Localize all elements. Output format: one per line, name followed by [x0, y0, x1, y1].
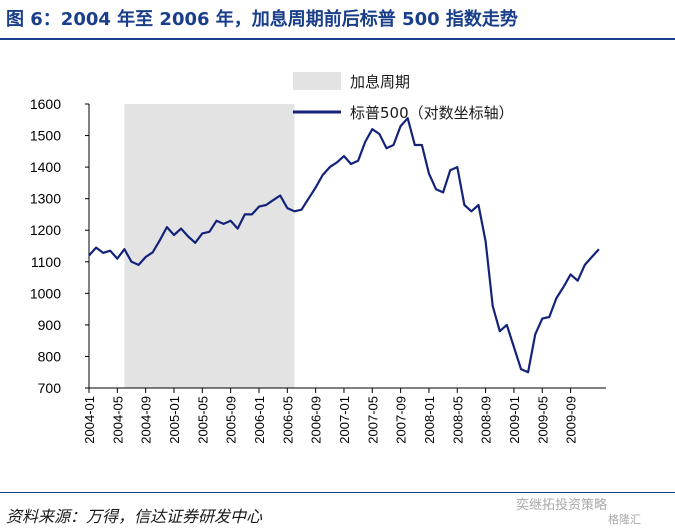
x-tick-label: 2009-05: [535, 396, 550, 444]
x-tick-label: 2004-01: [82, 396, 97, 444]
legend-shade-swatch: [293, 72, 341, 90]
x-tick-label: 2008-01: [422, 396, 437, 444]
bottom-rule: [0, 492, 675, 493]
legend-line-label: 标普500（对数坐标轴）: [350, 104, 514, 122]
x-tick-label: 2009-01: [507, 396, 522, 444]
x-tick-label: 2006-01: [252, 396, 267, 444]
x-tick-label: 2007-09: [394, 396, 409, 444]
x-tick-label: 2004-09: [139, 396, 154, 444]
legend: 加息周期 标普500（对数坐标轴）: [293, 72, 514, 122]
y-tick-label: 900: [38, 317, 62, 333]
watermark-channel: 奕继拓投资策略: [516, 498, 608, 513]
x-tick-label: 2005-05: [195, 396, 210, 444]
y-tick-label: 800: [38, 348, 62, 364]
x-tick-label: 2006-09: [309, 396, 324, 444]
shade-layer: [124, 104, 295, 388]
x-tick-label: 2006-05: [280, 396, 295, 444]
x-tick-label: 2008-05: [450, 396, 465, 444]
title-rule: [0, 38, 675, 40]
x-tick-label: 2005-09: [224, 396, 239, 444]
y-tick-label: 1600: [30, 96, 61, 112]
x-tick-label: 2009-09: [564, 396, 579, 444]
x-tick-label: 2007-01: [337, 396, 352, 444]
shaded-region-0: [124, 104, 295, 388]
figure-title: 图 6：2004 年至 2006 年，加息周期前后标普 500 指数走势: [6, 9, 518, 30]
x-tick-label: 2008-09: [479, 396, 494, 444]
source-note: 资料来源：万得，信达证券研发中心: [6, 507, 263, 526]
x-tick-label: 2007-05: [365, 396, 380, 444]
legend-shade-label: 加息周期: [350, 73, 410, 91]
sp500-chart: 700 800 900 1000 1100 1200 1300 1400 1500 1600 200…: [30, 72, 606, 444]
y-tick-label: 1300: [30, 191, 61, 207]
y-tick-label: 700: [38, 380, 62, 396]
series-layer: [88, 117, 600, 374]
x-tick-label: 2004-05: [110, 396, 125, 444]
axis-layer: 700 800 900 1000 1100 1200 1300 1400 1500 1600 200…: [30, 96, 606, 444]
series-line-0: [88, 117, 600, 374]
x-tick-label: 2005-01: [167, 396, 182, 444]
y-tick-label: 1200: [30, 222, 61, 238]
y-tick-label: 1400: [30, 159, 61, 175]
watermark-brand: 格隆汇: [608, 513, 641, 526]
y-tick-label: 1100: [31, 254, 61, 270]
y-tick-label: 1500: [30, 128, 61, 144]
y-tick-label: 1000: [30, 285, 61, 301]
